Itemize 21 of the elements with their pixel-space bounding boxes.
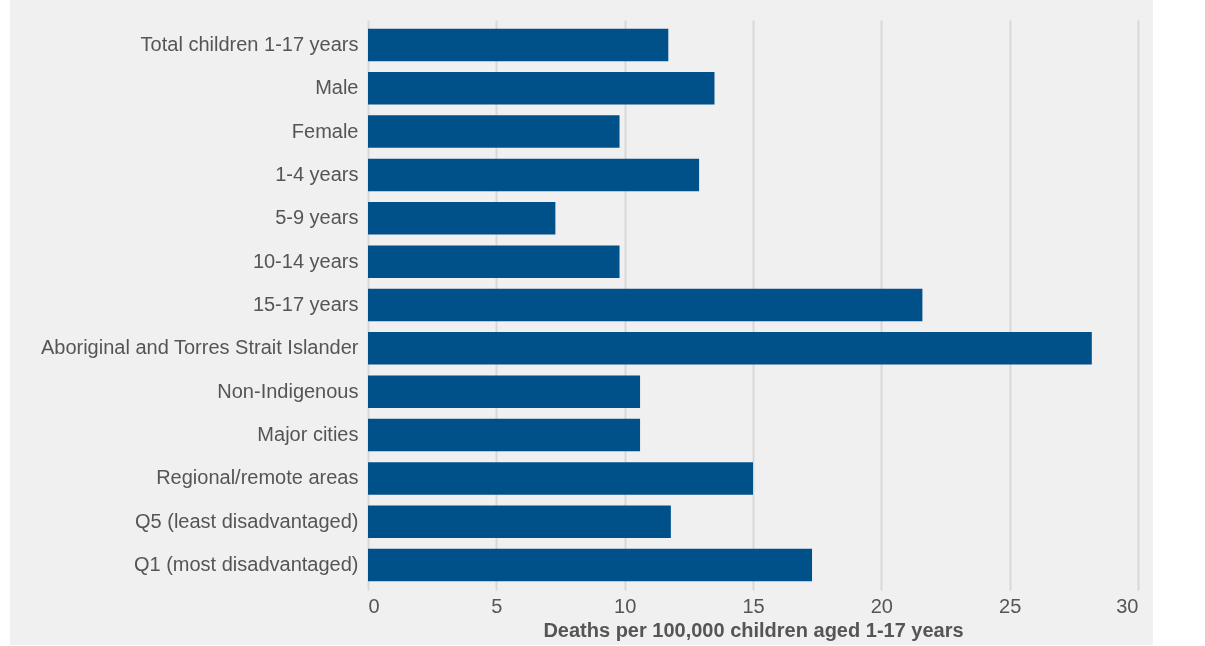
y-tick-label: Aboriginal and Torres Strait Islander <box>40 336 359 359</box>
y-tick-label: Q1 (most disadvantaged) <box>133 553 359 576</box>
y-tick-label: Female <box>291 119 359 142</box>
x-tick-label: 10 <box>614 594 637 617</box>
x-tick-label: 20 <box>870 594 893 617</box>
y-tick-label: Total children 1-17 years <box>140 32 359 55</box>
y-tick-label: 1-4 years <box>275 162 359 185</box>
y-tick-label: 15-17 years <box>252 293 359 315</box>
x-tick-label: 0 <box>368 594 380 617</box>
x-tick-label: 15 <box>742 594 765 617</box>
y-tick-label: Q5 (least disadvantaged) <box>135 509 359 532</box>
x-tick-label: 30 <box>1116 594 1139 617</box>
y-tick-label: Regional/remote areas <box>156 466 359 489</box>
x-tick-label: 5 <box>491 594 503 617</box>
y-tick-label: Major cities <box>257 423 359 446</box>
y-tick-label: 10-14 years <box>252 249 359 272</box>
x-tick-label: 25 <box>999 594 1022 617</box>
y-tick-label: 5-9 years <box>275 206 359 229</box>
y-tick-label: Male <box>315 76 359 99</box>
x-axis-title: Deaths per 100,000 children aged 1-17 years <box>543 618 964 641</box>
y-tick-label: Non-Indigenous <box>217 379 359 402</box>
